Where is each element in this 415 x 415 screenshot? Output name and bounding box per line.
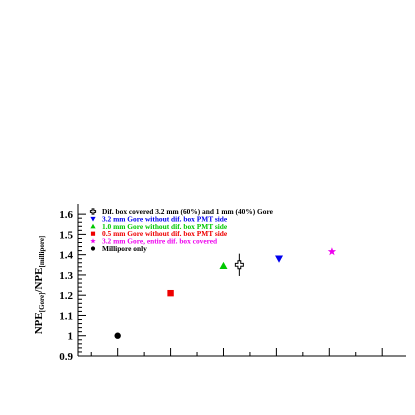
y-tick-label: 0.9: [59, 351, 73, 363]
y-axis-label: NPE[Gore]/NPE[millipore]: [33, 236, 46, 335]
legend-marker-triangle-down: [90, 216, 96, 222]
legend-marker-circle: [90, 246, 96, 251]
data-point-star: [327, 247, 337, 256]
data-point-triangle-up: [219, 261, 228, 270]
legend-marker-star: [90, 238, 96, 244]
y-tick-label: 1.5: [59, 229, 73, 241]
y-tick-label: 1: [68, 331, 74, 343]
y-axis-ticks: 0.9 1 1.1 1.2 1.3 1.4 1.5 1.6: [59, 209, 86, 363]
legend-marker-open-cross: [89, 208, 97, 215]
data-points: [114, 247, 337, 339]
data-point-circle: [114, 332, 121, 339]
y-tick-label: 1.3: [59, 270, 73, 282]
axes: [77, 204, 406, 357]
y-tick-label: 1.1: [59, 310, 73, 322]
legend-entry: Millipore only: [102, 244, 147, 253]
legend-entry: 3.2 mm Gore without dif. box PMT side: [102, 214, 228, 223]
legend-marker-square: [90, 231, 96, 236]
x-axis-ticks: [90, 348, 383, 356]
y-tick-label: 1.2: [59, 290, 73, 302]
legend-entry: 0.5 mm Gore without dif. box PMT side: [102, 229, 228, 238]
data-point-square: [167, 289, 174, 297]
data-point-triangle-down: [275, 255, 284, 263]
y-tick-label: 1.6: [59, 209, 73, 221]
legend-entry: Dif. box covered 3.2 mm (60%) and 1 mm (…: [102, 207, 274, 216]
legend-marker-triangle-up: [90, 223, 96, 229]
legend-entry: 1.0 mm Gore without dif. box PMT side: [102, 222, 228, 231]
legend: Dif. box covered 3.2 mm (60%) and 1 mm (…: [89, 207, 274, 253]
y-tick-label: 1.4: [59, 250, 73, 262]
legend-entry: 3.2 mm Gore, entire dif. box covered: [102, 237, 218, 246]
data-point-open-cross: [234, 260, 244, 270]
